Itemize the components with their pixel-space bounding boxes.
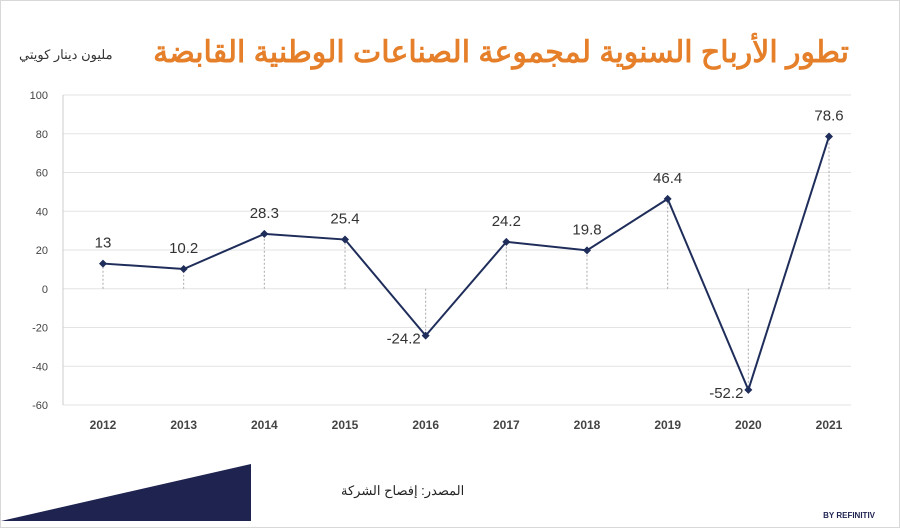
- x-tick-label: 2019: [654, 418, 681, 432]
- data-point: [99, 259, 107, 268]
- data-label: 46.4: [653, 170, 682, 187]
- x-tick-label: 2020: [735, 418, 762, 432]
- data-point: [341, 235, 349, 244]
- data-label: 78.6: [814, 107, 843, 124]
- y-tick-label: -40: [32, 361, 48, 373]
- data-point: [179, 264, 188, 273]
- logo-byline: BY REFINITIV: [823, 511, 875, 520]
- data-point: [421, 331, 430, 340]
- data-label: -24.2: [387, 331, 421, 348]
- data-label: 19.8: [572, 221, 601, 238]
- data-point: [260, 229, 269, 238]
- x-tick-label: 2016: [412, 418, 439, 432]
- x-tick-label: 2021: [816, 418, 843, 432]
- data-point: [663, 194, 672, 203]
- x-tick-label: 2018: [574, 418, 601, 432]
- x-tick-label: 2012: [90, 418, 117, 432]
- y-tick-label: 40: [36, 206, 48, 218]
- y-axis-unit-label: مليون دينار كويتي: [19, 47, 113, 62]
- data-point: [583, 246, 591, 255]
- y-tick-label: 0: [42, 284, 48, 296]
- y-tick-label: -60: [32, 400, 48, 412]
- y-tick-label: 80: [36, 129, 48, 141]
- x-tick-label: 2013: [170, 418, 197, 432]
- zawya-logo: [1, 464, 251, 521]
- y-tick-label: 60: [36, 168, 48, 180]
- data-point: [744, 385, 753, 394]
- chart-title: تطور الأرباح السنوية لمجموعة الصناعات ال…: [153, 36, 849, 69]
- data-label: 10.2: [169, 240, 198, 257]
- series-line: [102, 136, 830, 393]
- y-tick-label: 100: [30, 90, 48, 102]
- data-label: 25.4: [330, 211, 359, 228]
- data-label: 24.2: [492, 213, 521, 230]
- data-point: [825, 132, 833, 141]
- data-label: 28.3: [250, 205, 279, 222]
- data-point: [502, 237, 511, 246]
- data-label: -52.2: [709, 385, 743, 402]
- logo-wordmark: زاوية: [815, 468, 877, 501]
- x-tick-label: 2015: [332, 418, 359, 432]
- y-tick-label: 20: [36, 245, 48, 257]
- x-tick-label: 2014: [251, 418, 278, 432]
- y-tick-label: -20: [32, 323, 48, 335]
- source-note: المصدر: إفصاح الشركة: [341, 483, 465, 498]
- data-label: 13: [95, 235, 112, 252]
- x-tick-label: 2017: [493, 418, 520, 432]
